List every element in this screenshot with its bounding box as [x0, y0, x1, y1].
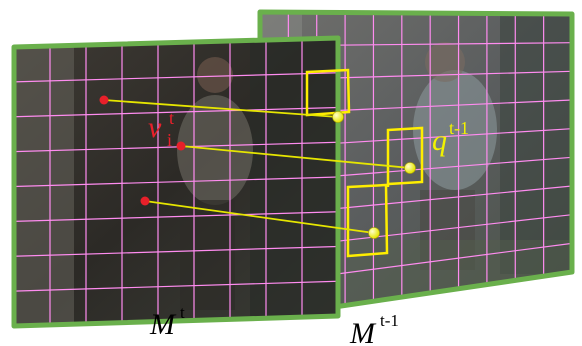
frame-current-grid	[14, 39, 338, 325]
source-point-3	[140, 196, 150, 206]
link-1	[103, 99, 339, 118]
target-point-1	[332, 111, 344, 123]
frame-previous-label: M t-1	[349, 311, 399, 346]
frame-current-grid-hline	[14, 141, 338, 153]
link-3	[144, 200, 375, 234]
source-point-2	[176, 141, 186, 151]
frame-current-grid-hline	[14, 280, 338, 292]
patch-3	[346, 183, 389, 258]
frame-current	[11, 35, 341, 329]
frame-current-grid-hline	[14, 211, 338, 222]
frame-current-label: M t	[149, 303, 185, 341]
frame-current-grid-hline	[14, 72, 338, 83]
patch-1	[305, 68, 351, 117]
target-point-2	[404, 162, 416, 174]
patch-label: q t-1	[432, 118, 469, 157]
frame-current-grid-hline	[14, 245, 338, 257]
node-label: v i t	[148, 108, 176, 150]
frame-current-scene	[14, 40, 338, 326]
frame-current-grid-hline	[14, 106, 338, 118]
link-2	[180, 145, 411, 169]
source-point-1	[99, 95, 109, 105]
correspondence-links	[103, 99, 411, 234]
source-points	[99, 95, 186, 206]
target-point-3	[368, 227, 380, 239]
target-points	[332, 111, 416, 239]
frame-current-grid-hline	[14, 176, 338, 188]
frame-current-border	[11, 35, 341, 329]
